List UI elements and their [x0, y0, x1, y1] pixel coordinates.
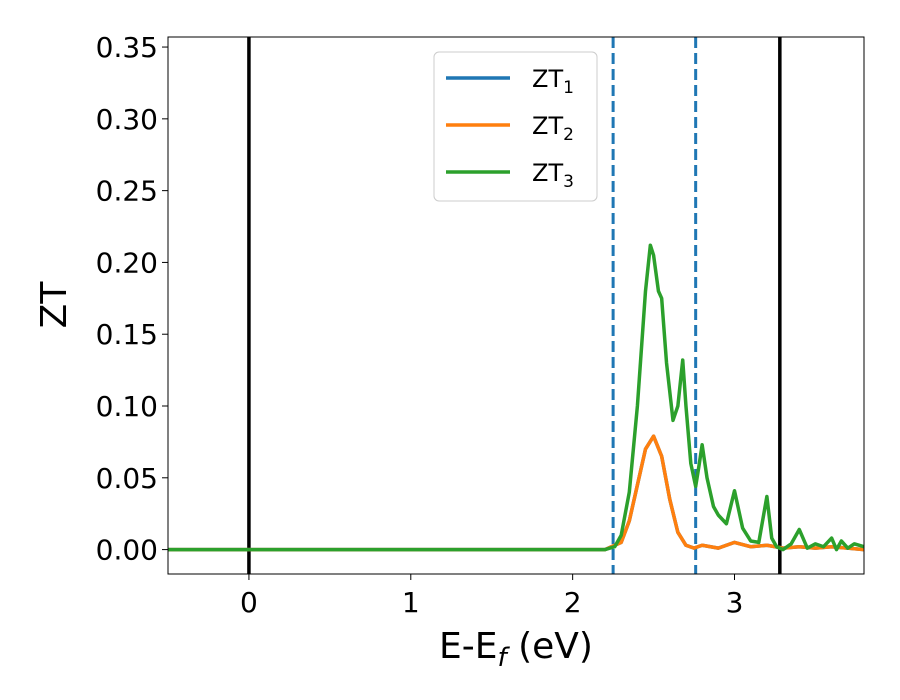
- plot-frame: [167, 36, 865, 575]
- x-axis-label: E-Ef (eV): [439, 626, 593, 673]
- x-tick-label: 3: [726, 586, 744, 619]
- y-tick-label: 0.00: [96, 534, 158, 567]
- x-tick-label: 2: [564, 586, 582, 619]
- legend-box: [433, 51, 598, 202]
- legend: ZT1 ZT2 ZT3: [433, 51, 598, 202]
- y-tick-label: 0.35: [96, 31, 158, 64]
- y-tick-label: 0.30: [96, 103, 158, 136]
- y-tick-label: 0.20: [96, 246, 158, 279]
- y-axis-label: ZT: [34, 281, 75, 329]
- y-tick-label: 0.15: [96, 318, 158, 351]
- plot-series: [168, 243, 864, 552]
- x-tick-label: 0: [240, 586, 258, 619]
- series-line-zt3: [168, 243, 864, 552]
- x-axis-ticks: 0 1 2 3: [240, 574, 743, 619]
- legend-label-zt2: ZT2: [532, 112, 574, 145]
- legend-label-zt3: ZT3: [532, 159, 574, 192]
- x-tick-label: 1: [402, 586, 420, 619]
- series-line-zt2: [168, 434, 864, 552]
- y-axis-ticks: 0.00 0.05 0.10 0.15 0.20 0.25 0.30 0.35: [96, 31, 168, 567]
- y-tick-label: 0.05: [96, 462, 158, 495]
- reference-lines: [247, 37, 782, 574]
- y-tick-label: 0.10: [96, 390, 158, 423]
- y-tick-label: 0.25: [96, 175, 158, 208]
- legend-label-zt1: ZT1: [532, 65, 574, 98]
